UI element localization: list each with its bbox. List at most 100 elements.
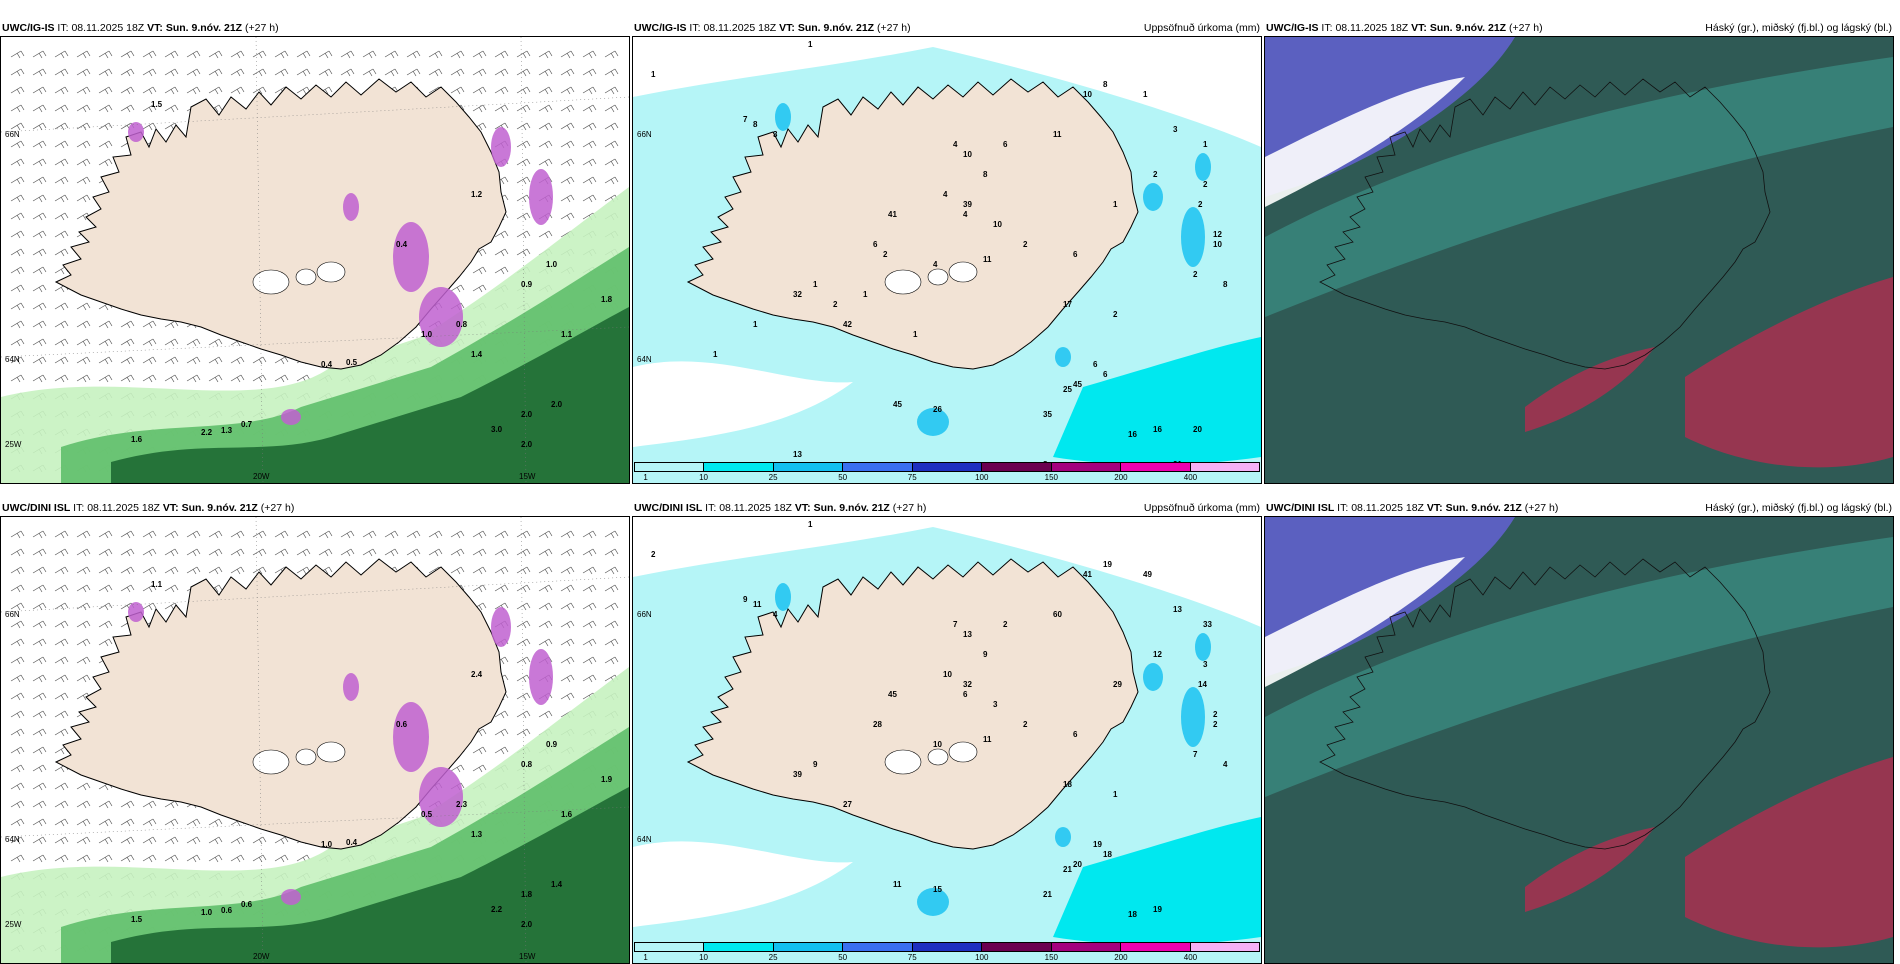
cloud-map-svg	[1265, 37, 1893, 483]
precip-value: 1.3	[221, 426, 233, 435]
precip-value: 19	[1153, 905, 1162, 914]
precip-value: 60	[1053, 610, 1062, 619]
precip-value: 39	[793, 770, 802, 779]
precip-value: 2.3	[456, 800, 468, 809]
legend-swatch	[912, 943, 983, 951]
precip-value: 0.9	[546, 740, 558, 749]
precip-value: 10	[933, 740, 942, 749]
precip-heavy	[1053, 337, 1261, 465]
legend-label: 50	[838, 953, 848, 962]
legend-swatch	[1190, 463, 1259, 471]
precip-map[interactable]: 2 1 9 11 4 7 13 2 9 10 6 3 11 10 2 6 18 1 7 2 14 2 4 3 33 13 12 29 4…	[632, 516, 1262, 964]
precip-value: 2	[1003, 620, 1008, 629]
panel-variable-title: Uppsöfnuð úrkoma (mm)	[1143, 502, 1260, 514]
lat-label-66n: 66N	[637, 130, 652, 139]
precip-core	[1143, 663, 1163, 691]
precip-value: 1.8	[601, 295, 613, 304]
lat-label-66n: 66N	[637, 610, 652, 619]
precip-value: 35	[1043, 410, 1052, 419]
precip-value: 45	[888, 690, 897, 699]
precip-value: 25	[1063, 385, 1072, 394]
panel-title: UWC/IG-IS IT: 08.11.2025 18Z VT: Sun. 9.…	[1266, 22, 1543, 34]
precip-value: 10	[943, 670, 952, 679]
legend-label: 400	[1183, 473, 1198, 482]
precip-value: 2	[1193, 270, 1198, 279]
precip-core	[1195, 153, 1211, 181]
precip-map[interactable]: 1 1 7 8 3 4 10 6 8 4 4 10 11 4 2 6 17 2 2 12 2 10 8 2 1 3 2 1 1 10 8 11…	[632, 36, 1262, 484]
precip-value: 18	[1063, 780, 1072, 789]
iceland-coastline	[54, 558, 507, 850]
cloud-map[interactable]	[1264, 36, 1894, 484]
precip-value: 2	[1023, 240, 1028, 249]
panel-wind-igis: UWC/IG-IS IT: 08.11.2025 18Z VT: Sun. 9.…	[0, 20, 630, 484]
precip-value: 1.1	[151, 580, 163, 589]
panel-title: UWC/DINI ISL IT: 08.11.2025 18Z VT: Sun.…	[2, 502, 295, 514]
glacier-outline	[295, 268, 317, 286]
precip-legend: 1 10 25 50 75 100 150 200 400	[634, 462, 1260, 482]
wind-map[interactable]: 66N 64N 25W 20W 15W 1.6 2.2 1.3 0.7 0.4 0.5 1.0 0.4 1…	[0, 36, 630, 484]
legend-swatch	[704, 463, 774, 471]
lon-label-20w: 20W	[253, 952, 270, 961]
precip-core	[775, 103, 791, 131]
precip-value: 1.1	[561, 330, 573, 339]
lat-label-64n: 64N	[637, 355, 652, 364]
legend-swatch	[982, 463, 1052, 471]
precip-value: 32	[793, 290, 802, 299]
panel-variable-title: Háský (gr.), miðský (fj.bl.) og lágský (…	[1705, 502, 1892, 514]
precip-value: 2	[833, 300, 838, 309]
glacier-outline	[927, 268, 949, 286]
precip-value: 17	[1063, 300, 1072, 309]
precip-value: 10	[1083, 90, 1092, 99]
precip-value: 45	[893, 400, 902, 409]
dry-area	[633, 841, 853, 927]
precip-core	[775, 583, 791, 611]
precip-value: 9	[743, 595, 748, 604]
precip-value: 15	[933, 885, 942, 894]
precip-value: 32	[963, 680, 972, 689]
precip-value: 0.5	[421, 810, 433, 819]
snow-area	[419, 287, 463, 347]
precip-value: 3.0	[491, 425, 503, 434]
snow-area	[343, 673, 359, 701]
iceland-coastline	[686, 78, 1139, 370]
precip-value: 0.4	[396, 240, 408, 249]
dry-area	[633, 517, 1261, 627]
lat-label-64n: 64N	[637, 835, 652, 844]
cloud-map[interactable]	[1264, 516, 1894, 964]
precip-value: 27	[843, 800, 852, 809]
precip-value: 21	[1043, 890, 1052, 899]
snow-area	[393, 222, 429, 292]
precip-value: 13	[963, 630, 972, 639]
precip-value: 18	[1128, 910, 1137, 919]
legend-label: 75	[907, 473, 917, 482]
precip-value: 18	[1103, 850, 1112, 859]
snow-area	[529, 649, 553, 705]
cloud-map-svg	[1265, 517, 1893, 963]
legend-swatch	[1121, 943, 1191, 951]
panel-variable-title: Háský (gr.), miðský (fj.bl.) og lágský (…	[1705, 22, 1892, 34]
precip-value: 21	[1063, 865, 1072, 874]
wind-map[interactable]: 66N 64N 25W 20W 15W 1.5 1.0 0.6 0.6 1.0 0.4 0.5 0.6 2…	[0, 516, 630, 964]
lat-label-64n: 64N	[5, 835, 20, 844]
glacier-outline	[295, 748, 317, 766]
legend-label: 10	[699, 473, 708, 482]
precip-value: 2.0	[551, 400, 563, 409]
precip-value: 9	[983, 650, 988, 659]
panel-title: UWC/IG-IS IT: 08.11.2025 18Z VT: Sun. 9.…	[2, 22, 279, 34]
clear-sky	[1265, 77, 1465, 207]
precip-value: 16	[1153, 425, 1162, 434]
precip-value: 2	[1023, 720, 1028, 729]
precip-core	[917, 408, 949, 436]
legend-label: 1	[643, 473, 648, 482]
legend-swatch	[843, 463, 913, 471]
precip-value: 29	[1113, 680, 1122, 689]
precip-value: 0.4	[346, 838, 358, 847]
precip-value: 16	[1128, 430, 1137, 439]
legend-label: 25	[768, 953, 778, 962]
precip-value: 10	[1213, 240, 1222, 249]
panel-precip-dini: UWC/DINI ISL IT: 08.11.2025 18Z VT: Sun.…	[632, 500, 1262, 964]
precip-core	[1055, 827, 1071, 847]
precip-value: 1.5	[151, 100, 163, 109]
precip-value: 1	[1113, 200, 1118, 209]
panel-cloud-igis: UWC/IG-IS IT: 08.11.2025 18Z VT: Sun. 9.…	[1264, 20, 1894, 484]
